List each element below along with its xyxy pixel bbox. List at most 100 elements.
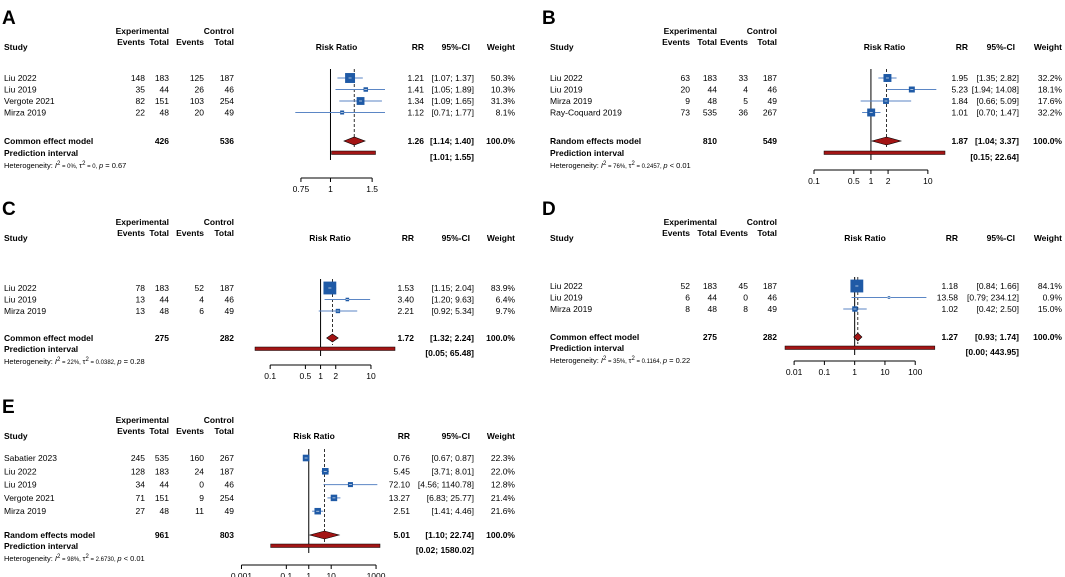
study-name: Liu 2022 — [550, 281, 583, 291]
pooled-model-label: Random effects model — [4, 530, 95, 540]
exp-total: 48 — [160, 506, 170, 516]
prediction-interval-label: Prediction interval — [550, 343, 624, 353]
study-rr: 3.40 — [397, 295, 414, 305]
header-experimental: Experimental — [116, 415, 169, 425]
exp-events: 73 — [681, 108, 691, 118]
panel-letter: B — [542, 8, 556, 29]
pooled-weight: 100.0% — [486, 136, 515, 146]
ctl-total: 49 — [225, 506, 235, 516]
ctl-events: 160 — [190, 453, 204, 463]
study-rr: 1.84 — [951, 96, 968, 106]
ctl-total: 46 — [225, 295, 235, 305]
exp-total: 183 — [703, 281, 717, 291]
study-rr: 0.76 — [393, 453, 410, 463]
ctl-total: 187 — [220, 73, 234, 83]
header-risk-ratio: Risk Ratio — [293, 431, 335, 441]
study-name: Liu 2019 — [550, 293, 583, 303]
pooled-ctl-total: 549 — [763, 136, 777, 146]
pooled-ci: [1.14; 1.40] — [430, 136, 474, 146]
study-ci: [1.35; 2.82] — [976, 73, 1019, 83]
study-name: Mirza 2019 — [4, 306, 46, 316]
ctl-events: 5 — [743, 96, 748, 106]
pooled-ci: [1.10; 22.74] — [425, 530, 474, 540]
study-name: Liu 2022 — [4, 283, 37, 293]
ctl-total: 46 — [225, 85, 235, 95]
pooled-exp-total: 810 — [703, 136, 717, 146]
exp-total: 183 — [155, 283, 169, 293]
study-name: Mirza 2019 — [550, 304, 592, 314]
exp-events: 148 — [131, 73, 145, 83]
study-weight: 15.0% — [1038, 304, 1063, 314]
exp-total: 535 — [703, 108, 717, 118]
pooled-weight: 100.0% — [1033, 136, 1062, 146]
header-ctl-total: Total — [214, 228, 234, 238]
header-risk-ratio: Risk Ratio — [316, 42, 358, 52]
exp-events: 63 — [681, 73, 691, 83]
exp-events: 9 — [685, 96, 690, 106]
pooled-exp-total: 426 — [155, 136, 169, 146]
ctl-events: 9 — [199, 493, 204, 503]
header-ctl-events: Events — [176, 426, 204, 436]
pooled-ctl-total: 282 — [763, 332, 777, 342]
study-weight: 21.4% — [491, 493, 516, 503]
exp-events: 13 — [136, 295, 146, 305]
ctl-total: 49 — [225, 108, 235, 118]
header-ctl-events: Events — [720, 37, 748, 47]
study-name: Mirza 2019 — [4, 108, 46, 118]
exp-total: 151 — [155, 96, 169, 106]
prediction-interval-bar — [254, 346, 396, 351]
x-tick-label: 0.5 — [848, 176, 860, 186]
header-control: Control — [747, 26, 777, 36]
study-name: Liu 2019 — [4, 480, 37, 490]
pooled-ctl-total: 803 — [220, 530, 234, 540]
panel-letter: E — [2, 397, 15, 418]
pooled-ci: [1.04; 3.37] — [975, 136, 1019, 146]
header-rr: RR — [946, 233, 958, 243]
pooled-exp-total: 275 — [703, 332, 717, 342]
study-ci: [0.79; 234.12] — [967, 293, 1019, 303]
pooled-rr: 1.72 — [397, 333, 414, 343]
header-study: Study — [4, 233, 28, 243]
x-tick-label: 0.1 — [818, 367, 830, 377]
forest-panel-c: C Experimental Control Study Events Total Even… — [2, 199, 515, 381]
header-ci: 95%-CI — [987, 233, 1015, 243]
header-exp-total: Total — [697, 228, 717, 238]
header-exp-total: Total — [149, 426, 169, 436]
exp-total: 535 — [155, 453, 169, 463]
study-weight: 83.9% — [491, 283, 516, 293]
study-ci: [0.67; 0.87] — [431, 453, 474, 463]
pooled-ctl-total: 282 — [220, 333, 234, 343]
heterogeneity-text: Heterogeneity: I2 = 22%, τ2 = 0.0382, p … — [4, 357, 145, 366]
study-weight: 32.2% — [1038, 108, 1063, 118]
header-control: Control — [747, 217, 777, 227]
pooled-weight: 100.0% — [1033, 332, 1062, 342]
ctl-events: 24 — [195, 466, 205, 476]
prediction-interval-bar — [784, 345, 936, 350]
study-name: Liu 2019 — [4, 85, 37, 95]
exp-total: 44 — [160, 480, 170, 490]
study-rr: 1.21 — [407, 73, 424, 83]
panel-letter: A — [2, 8, 16, 29]
header-study: Study — [4, 42, 28, 52]
study-name: Liu 2022 — [4, 73, 37, 83]
header-exp-events: Events — [662, 228, 690, 238]
x-tick-label: 10 — [923, 176, 933, 186]
pooled-ci: [1.32; 2.24] — [430, 333, 474, 343]
x-tick-label: 1 — [318, 371, 323, 381]
x-tick-label: 2 — [333, 371, 338, 381]
exp-total: 151 — [155, 493, 169, 503]
ctl-total: 254 — [220, 96, 234, 106]
study-ci: [1.94; 14.08] — [972, 85, 1019, 95]
pooled-exp-total: 961 — [155, 530, 169, 540]
exp-total: 44 — [708, 85, 718, 95]
exp-total: 48 — [160, 108, 170, 118]
exp-events: 13 — [136, 306, 146, 316]
exp-events: 34 — [136, 480, 146, 490]
header-experimental: Experimental — [664, 217, 717, 227]
study-weight: 31.3% — [491, 96, 516, 106]
heterogeneity-text: Heterogeneity: I2 = 76%, τ2 = 0.2457, p … — [550, 161, 691, 170]
header-ci: 95%-CI — [442, 42, 470, 52]
panel-letter: D — [542, 199, 556, 220]
